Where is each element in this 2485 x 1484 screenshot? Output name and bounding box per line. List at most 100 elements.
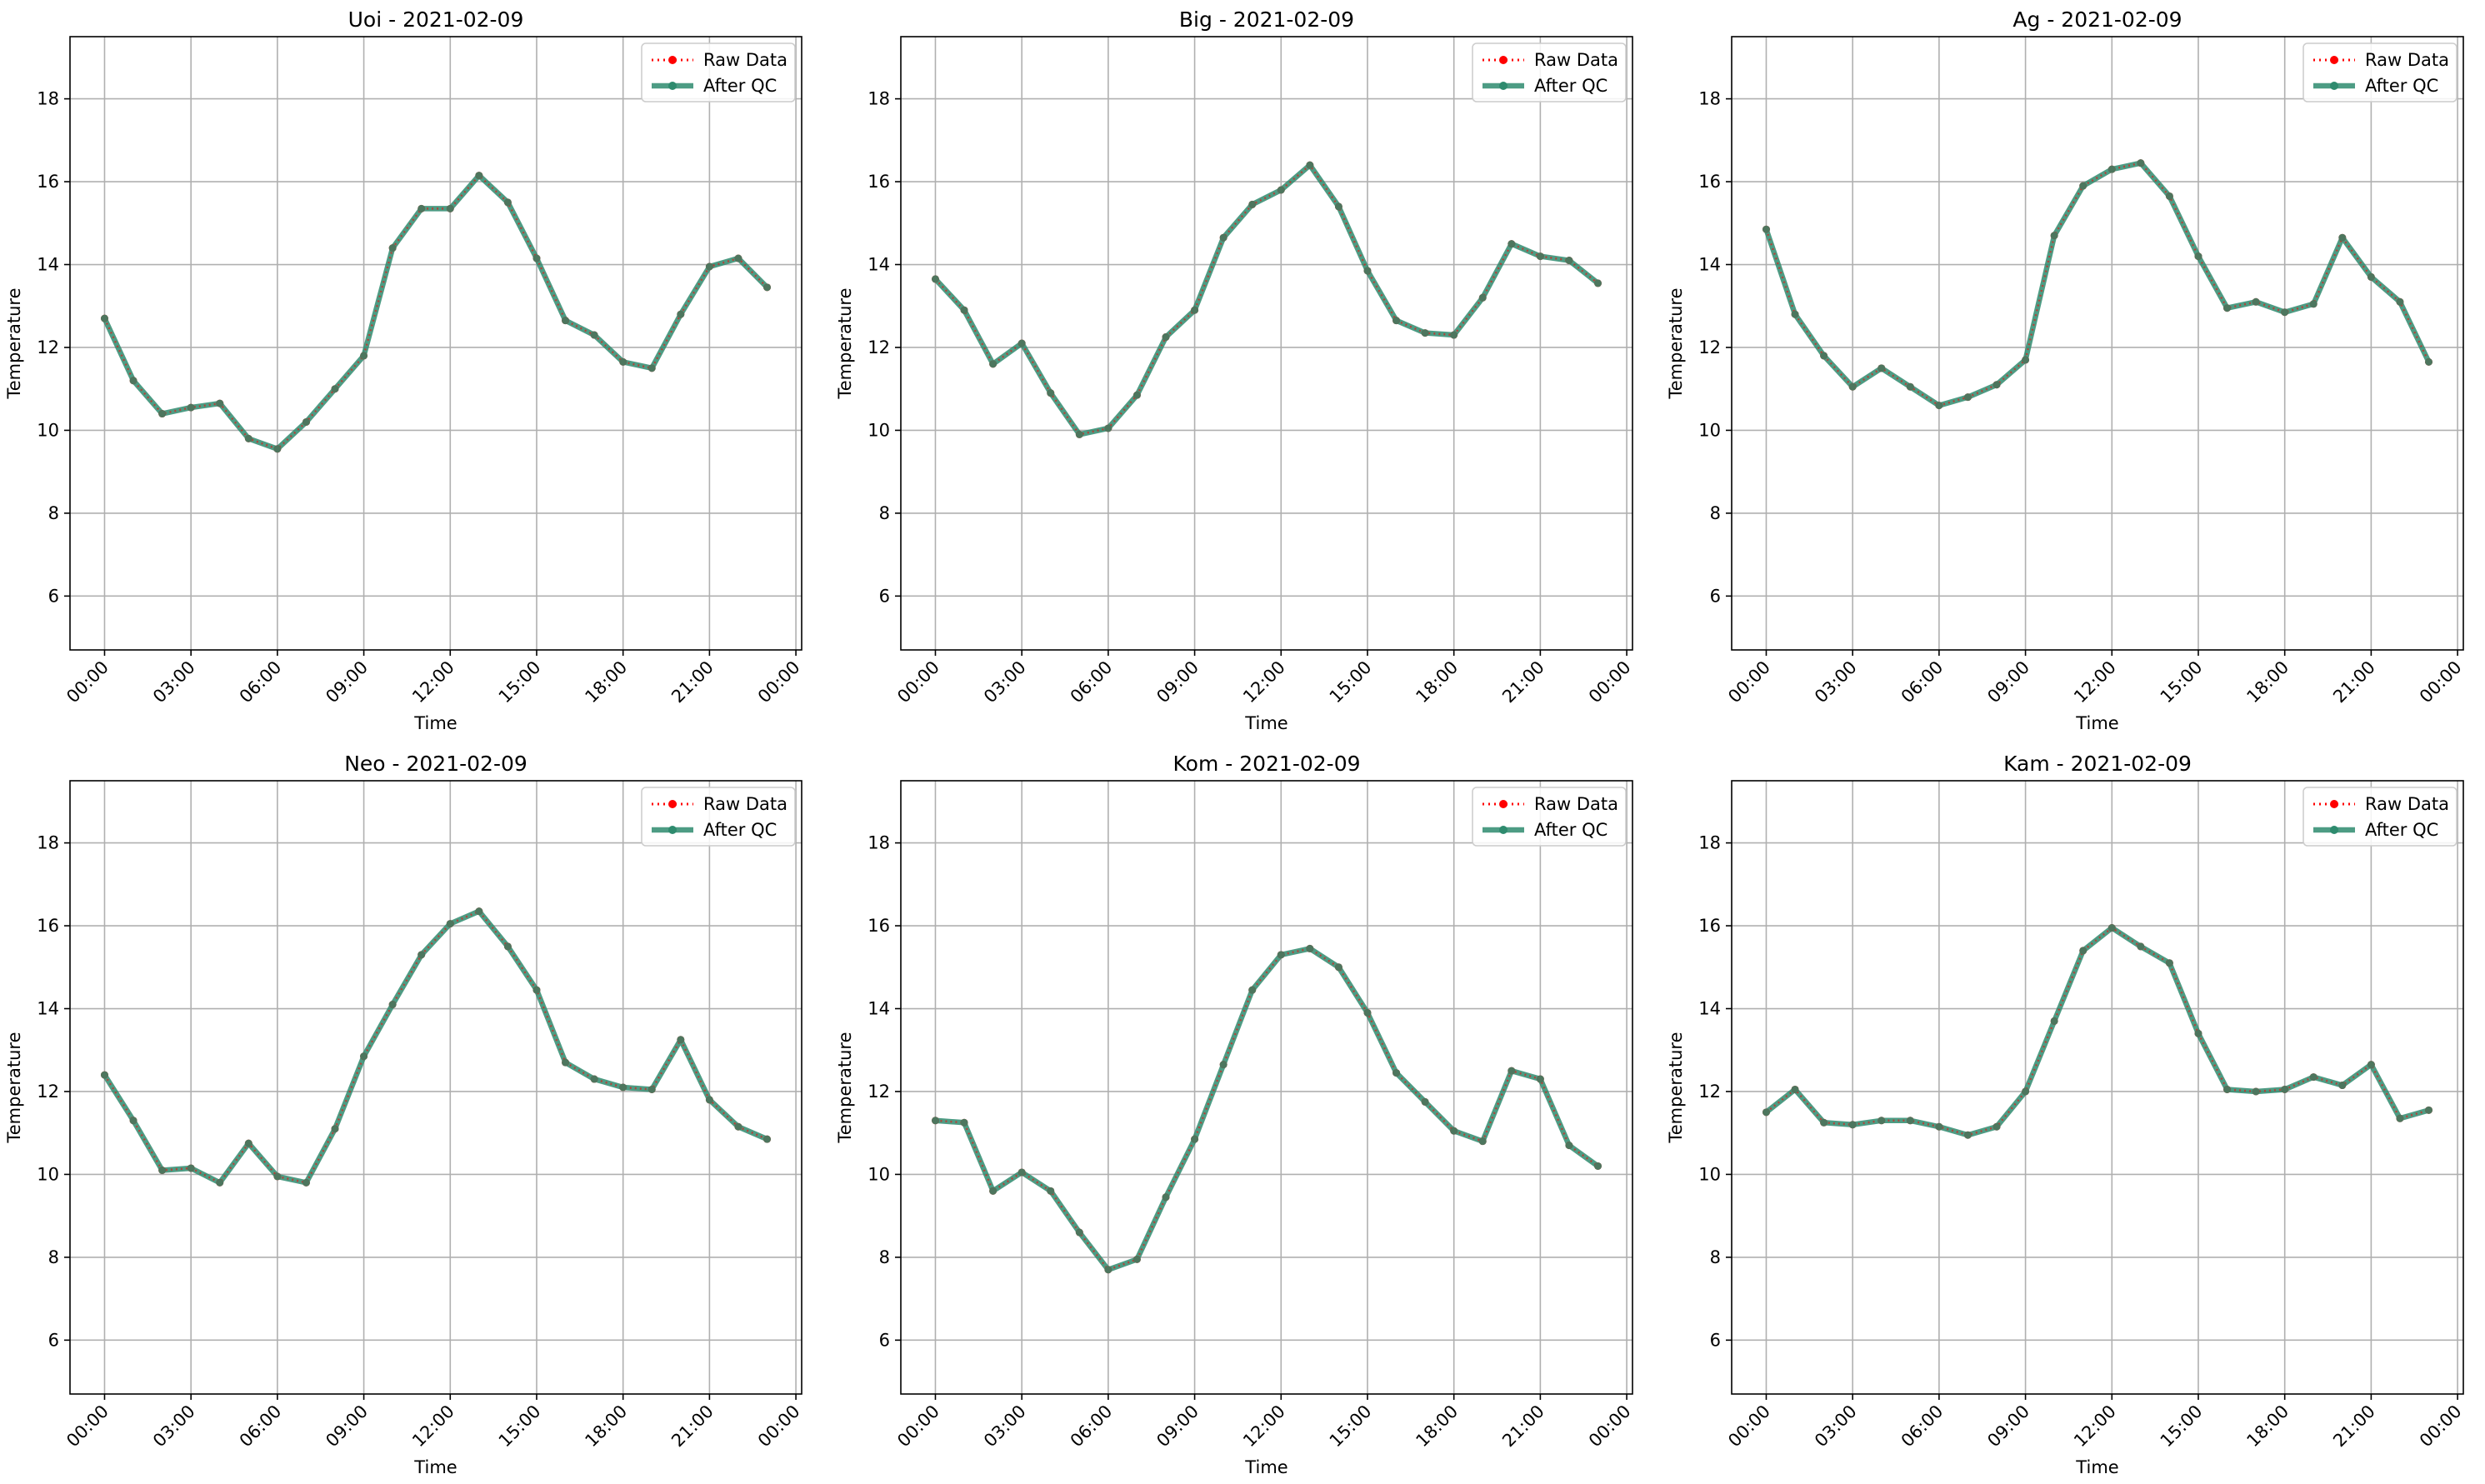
data-point-after-qc xyxy=(1278,187,1285,194)
y-tick-label: 10 xyxy=(1698,1164,1721,1184)
legend-label-after-qc: After QC xyxy=(2365,820,2438,840)
data-point-after-qc xyxy=(2051,232,2058,239)
data-point-after-qc xyxy=(360,352,368,359)
data-point-after-qc xyxy=(2338,1082,2346,1089)
x-tick-label: 06:00 xyxy=(236,657,286,707)
y-axis-label: Temperature xyxy=(4,1032,24,1143)
data-point-after-qc xyxy=(1335,963,1342,971)
x-axis-label: Time xyxy=(1244,1457,1288,1477)
x-axis-label: Time xyxy=(413,1457,457,1477)
x-tick-label: 09:00 xyxy=(1152,1402,1202,1452)
legend-marker-raw-data xyxy=(2330,56,2338,64)
data-point-after-qc xyxy=(2310,300,2318,307)
x-tick-label: 18:00 xyxy=(581,657,631,707)
x-tick-label: 12:00 xyxy=(2070,657,2120,707)
data-point-after-qc xyxy=(763,1136,771,1143)
data-point-after-qc xyxy=(2425,358,2432,366)
data-point-after-qc xyxy=(447,205,454,212)
x-tick-label: 06:00 xyxy=(1067,657,1117,707)
legend-label-raw-data: Raw Data xyxy=(703,794,788,814)
data-point-after-qc xyxy=(2368,273,2375,281)
data-point-after-qc xyxy=(2079,182,2087,190)
x-tick-label: 09:00 xyxy=(1983,1402,2033,1452)
x-tick-label: 06:00 xyxy=(1067,1402,1117,1452)
chart-title: Big - 2021-02-09 xyxy=(1179,7,1354,32)
legend-label-after-qc: After QC xyxy=(2365,76,2438,96)
data-point-after-qc xyxy=(1594,1162,1602,1170)
data-point-after-qc xyxy=(648,1086,656,1093)
y-axis-label: Temperature xyxy=(1666,287,1686,399)
x-tick-label: 12:00 xyxy=(1239,1402,1289,1452)
data-point-after-qc xyxy=(1594,279,1602,287)
data-point-after-qc xyxy=(1792,1086,1799,1093)
x-tick-label: 03:00 xyxy=(1811,657,1861,707)
x-tick-label: 00:00 xyxy=(893,657,943,707)
data-point-after-qc xyxy=(418,205,425,212)
data-point-after-qc xyxy=(245,435,252,442)
data-point-after-qc xyxy=(1964,1132,1972,1139)
legend-marker-after-qc xyxy=(2330,82,2338,90)
data-point-after-qc xyxy=(591,1076,598,1083)
x-tick-label: 00:00 xyxy=(754,657,804,707)
x-tick-label: 18:00 xyxy=(2242,657,2292,707)
legend-marker-raw-data xyxy=(1499,800,1508,808)
x-tick-label: 00:00 xyxy=(1724,1402,1774,1452)
y-tick-label: 12 xyxy=(37,337,59,357)
data-point-after-qc xyxy=(475,172,482,179)
data-point-after-qc xyxy=(677,311,684,318)
y-axis-label: Temperature xyxy=(1666,1032,1686,1143)
data-point-after-qc xyxy=(1479,294,1487,302)
legend-label-raw-data: Raw Data xyxy=(2365,794,2449,814)
x-tick-label: 12:00 xyxy=(408,1402,458,1452)
data-point-after-qc xyxy=(2281,308,2288,316)
legend-marker-after-qc xyxy=(668,826,677,834)
chart-panel: 6 8 10 12 14 16 18 00:00 03:00 06:00 09:00 12:00 15:… xyxy=(1666,7,2466,733)
data-point-after-qc xyxy=(1306,945,1313,952)
data-point-after-qc xyxy=(2166,192,2173,200)
legend-label-after-qc: After QC xyxy=(703,820,777,840)
x-tick-label: 12:00 xyxy=(1239,657,1289,707)
x-tick-label: 00:00 xyxy=(893,1402,943,1452)
data-point-after-qc xyxy=(101,315,108,322)
data-point-after-qc xyxy=(1162,1193,1170,1201)
y-tick-label: 16 xyxy=(1698,172,1721,192)
data-point-after-qc xyxy=(1849,1121,1857,1128)
x-tick-label: 21:00 xyxy=(1498,657,1548,707)
data-point-after-qc xyxy=(245,1140,252,1147)
legend-marker-after-qc xyxy=(668,82,677,90)
data-point-after-qc xyxy=(1907,383,1914,391)
y-tick-label: 10 xyxy=(1698,420,1721,440)
chart-panel: 6 8 10 12 14 16 18 00:00 03:00 06:00 09:00 12:00 15:… xyxy=(1666,752,2466,1477)
y-tick-label: 14 xyxy=(37,255,59,275)
x-tick-label: 03:00 xyxy=(980,1402,1030,1452)
x-tick-label: 00:00 xyxy=(1724,657,1774,707)
x-tick-label: 03:00 xyxy=(980,657,1030,707)
x-tick-label: 03:00 xyxy=(1811,1402,1861,1452)
data-point-after-qc xyxy=(1278,951,1285,958)
data-point-after-qc xyxy=(302,1179,310,1187)
data-point-after-qc xyxy=(2396,1115,2403,1122)
legend-label-raw-data: Raw Data xyxy=(2365,50,2449,70)
data-point-after-qc xyxy=(1479,1137,1487,1145)
data-point-after-qc xyxy=(2281,1086,2288,1093)
data-point-after-qc xyxy=(2194,252,2202,260)
chart-title: Kom - 2021-02-09 xyxy=(1173,752,1361,776)
y-tick-label: 16 xyxy=(1698,916,1721,936)
data-point-after-qc xyxy=(1220,234,1228,242)
data-point-after-qc xyxy=(2108,924,2116,932)
x-tick-label: 09:00 xyxy=(1983,657,2033,707)
data-point-after-qc xyxy=(1191,307,1198,314)
data-point-after-qc xyxy=(360,1052,368,1060)
data-point-after-qc xyxy=(1993,1123,2001,1131)
data-point-after-qc xyxy=(2137,159,2144,167)
y-tick-label: 12 xyxy=(37,1082,59,1102)
data-point-after-qc xyxy=(1392,317,1400,324)
legend: Raw Data After QC xyxy=(2303,43,2457,102)
data-point-after-qc xyxy=(932,275,939,282)
y-tick-label: 14 xyxy=(1698,255,1721,275)
data-point-after-qc xyxy=(1018,1168,1026,1176)
x-tick-label: 00:00 xyxy=(2416,657,2466,707)
data-point-after-qc xyxy=(932,1117,939,1124)
y-axis-label: Temperature xyxy=(835,287,855,399)
x-axis-label: Time xyxy=(2075,1457,2118,1477)
